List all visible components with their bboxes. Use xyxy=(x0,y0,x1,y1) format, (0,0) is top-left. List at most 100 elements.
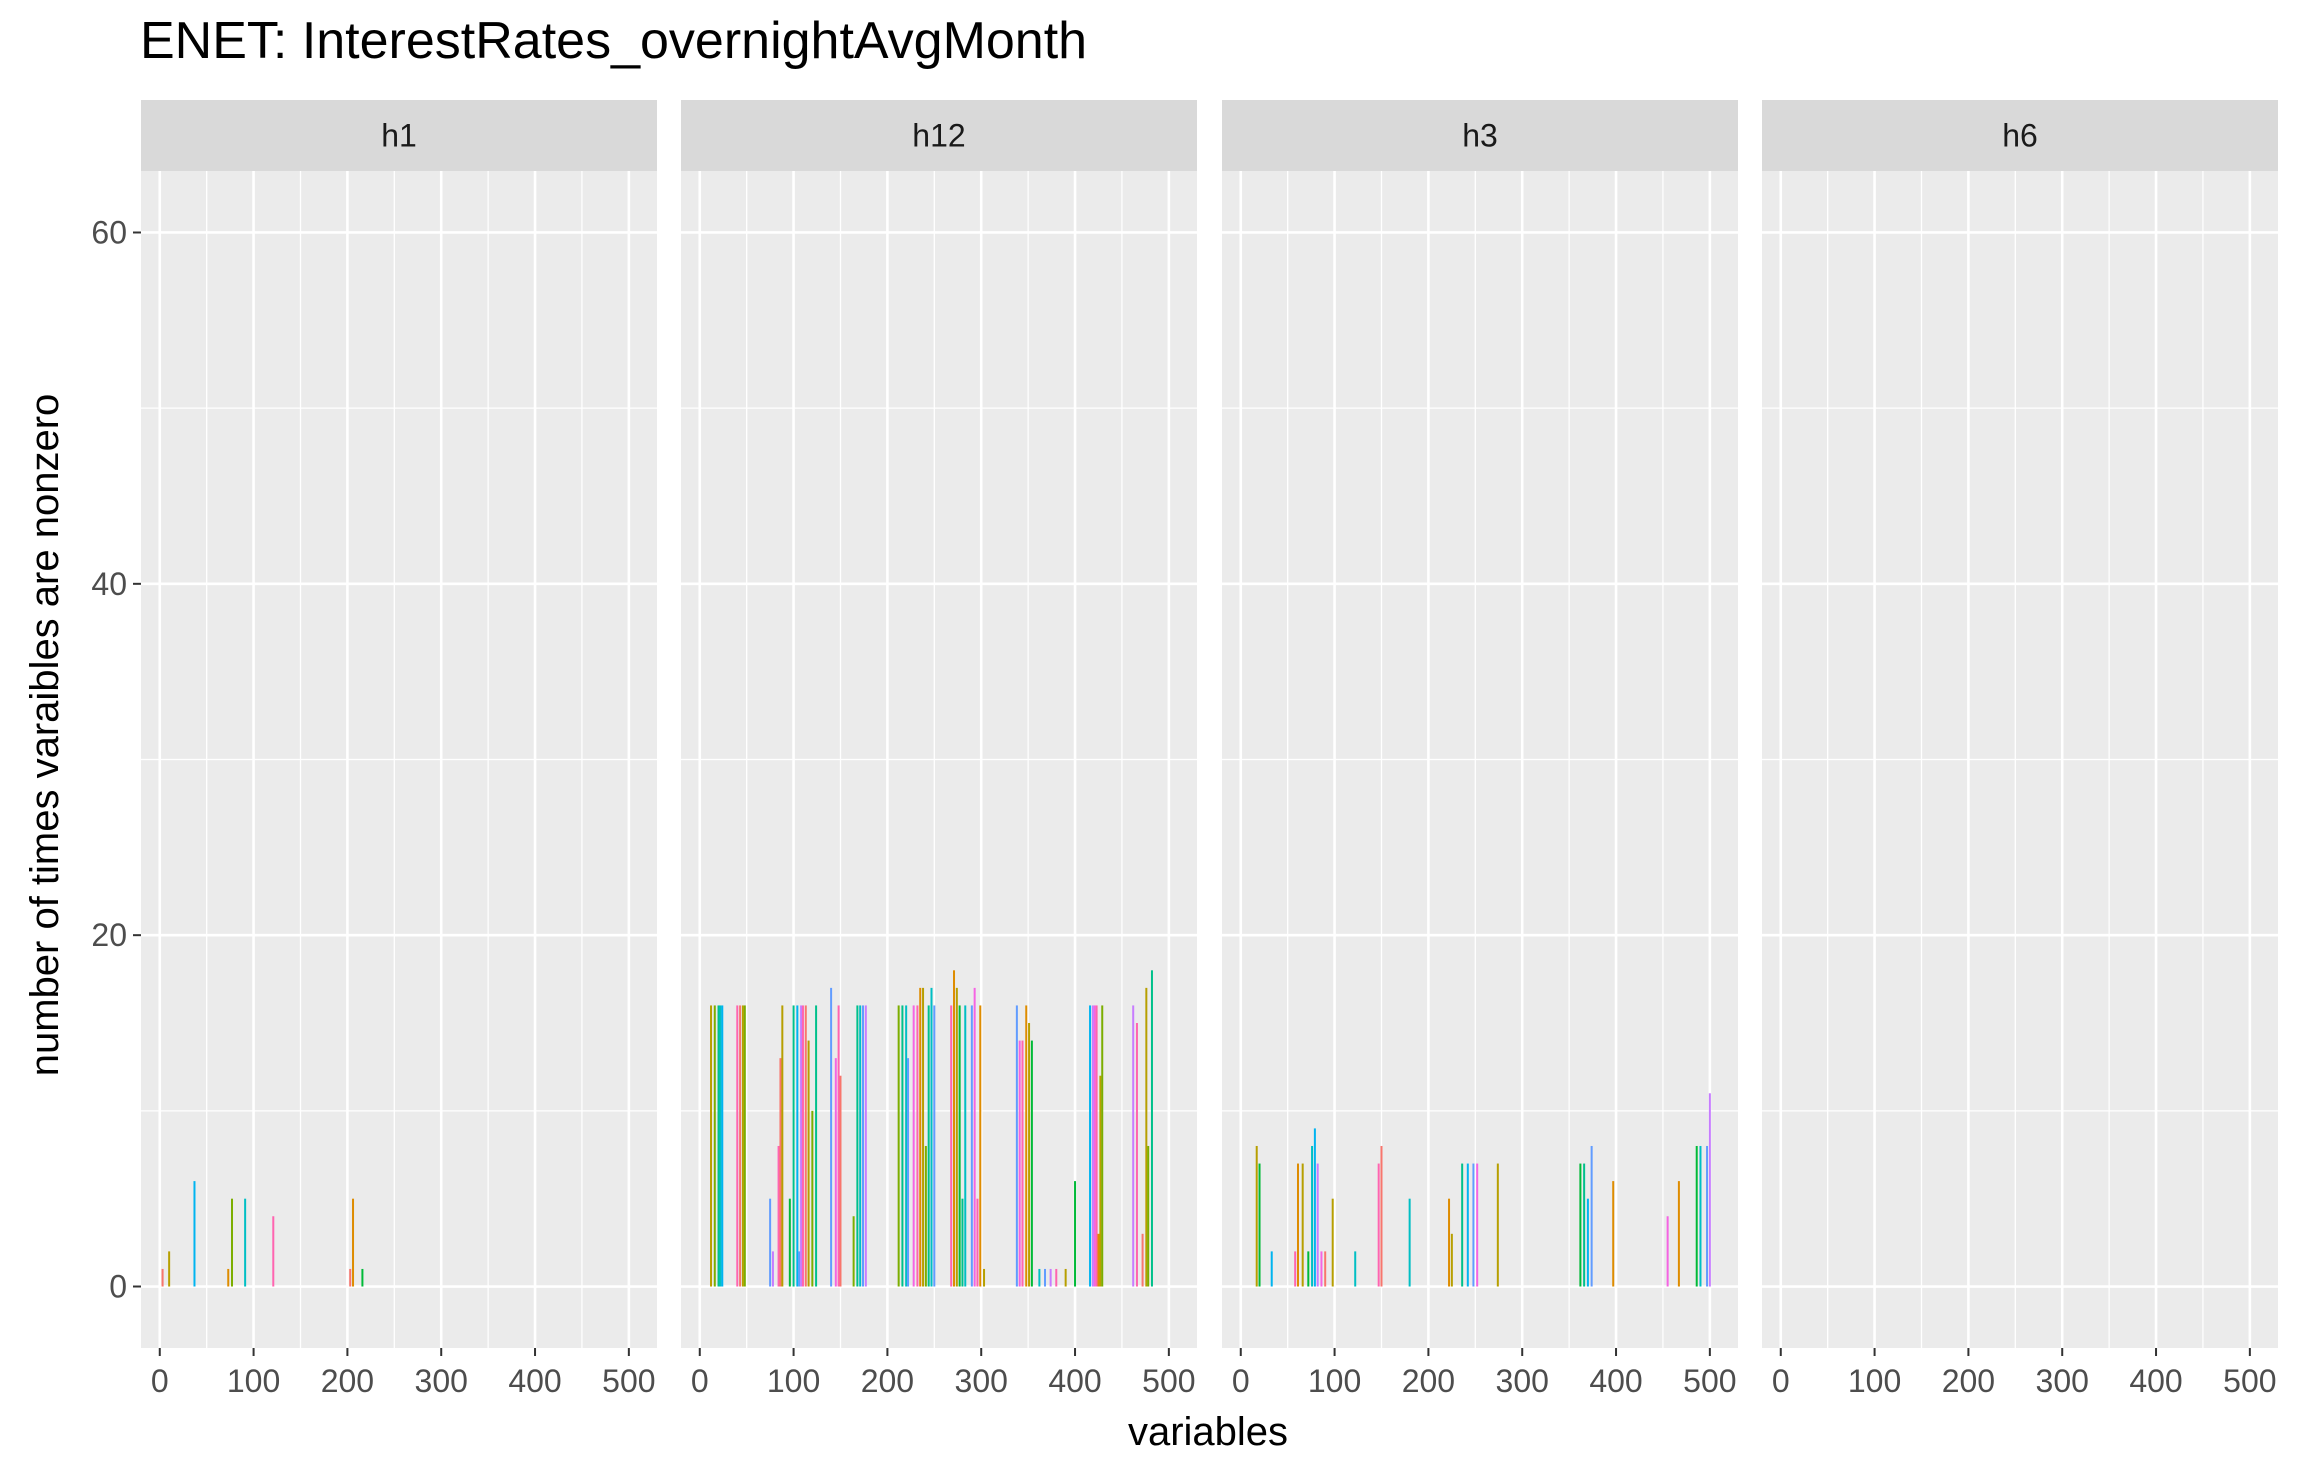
bar xyxy=(1466,1163,1469,1287)
bar xyxy=(1296,1163,1299,1287)
bar xyxy=(970,1005,973,1287)
bar xyxy=(1476,1163,1479,1287)
bar xyxy=(859,1005,862,1287)
bar xyxy=(807,1040,810,1287)
x-tick-label: 100 xyxy=(1308,1363,1361,1399)
bar xyxy=(1590,1145,1593,1287)
bar xyxy=(1095,1005,1098,1287)
bar xyxy=(1145,987,1148,1287)
x-tick-label: 300 xyxy=(955,1363,1008,1399)
bar xyxy=(781,1005,784,1287)
x-tick-label: 200 xyxy=(861,1363,914,1399)
x-tick-label: 300 xyxy=(415,1363,468,1399)
bar xyxy=(1255,1145,1258,1287)
x-tick-label: 0 xyxy=(691,1363,709,1399)
facet-strip-label: h12 xyxy=(912,118,965,154)
facet-strip-label: h3 xyxy=(1462,118,1498,154)
bar xyxy=(1612,1181,1615,1287)
bar xyxy=(1294,1251,1297,1287)
bar xyxy=(796,1005,799,1287)
bar xyxy=(1461,1163,1464,1287)
x-tick-label: 400 xyxy=(1589,1363,1642,1399)
y-tick-label: 20 xyxy=(91,917,127,953)
bar xyxy=(227,1268,230,1287)
bar xyxy=(852,1216,855,1287)
bar xyxy=(1044,1268,1047,1287)
bar xyxy=(897,1005,900,1287)
bar xyxy=(973,987,976,1287)
bar xyxy=(798,1251,801,1287)
bar xyxy=(1049,1268,1052,1287)
bar xyxy=(361,1268,364,1287)
bar xyxy=(912,1005,915,1287)
bar xyxy=(950,1005,953,1287)
bar xyxy=(933,1005,936,1287)
bar xyxy=(922,987,925,1287)
bar xyxy=(1448,1198,1451,1287)
bar xyxy=(927,1005,930,1287)
bar xyxy=(1699,1145,1702,1287)
bar xyxy=(837,1005,840,1287)
bar xyxy=(743,1005,746,1287)
bar xyxy=(1135,1023,1138,1287)
bar xyxy=(272,1216,275,1287)
bar xyxy=(1258,1163,1261,1287)
bar xyxy=(1028,1023,1031,1287)
y-tick-label: 40 xyxy=(91,566,127,602)
bar xyxy=(1270,1251,1273,1287)
bar xyxy=(1064,1268,1067,1287)
bar xyxy=(953,970,956,1287)
bar xyxy=(1331,1198,1334,1287)
bar xyxy=(1301,1163,1304,1287)
bar xyxy=(1307,1251,1310,1287)
x-tick-label: 100 xyxy=(1848,1363,1901,1399)
bar xyxy=(1093,1005,1096,1287)
bar xyxy=(1038,1268,1041,1287)
bar xyxy=(834,1058,837,1287)
bar xyxy=(1089,1005,1092,1287)
bar xyxy=(919,987,922,1287)
bar xyxy=(1101,1005,1104,1287)
bar xyxy=(1316,1163,1319,1287)
y-tick-label: 60 xyxy=(91,214,127,250)
bar xyxy=(719,1005,722,1287)
y-axis-title: number of times varaibles are nonzero xyxy=(23,394,67,1077)
bar xyxy=(1666,1216,1669,1287)
bar xyxy=(1021,1040,1024,1287)
bar xyxy=(1677,1181,1680,1287)
y-tick-label: 0 xyxy=(109,1269,127,1305)
bar xyxy=(1320,1251,1323,1287)
bar xyxy=(168,1251,171,1287)
facet-strip xyxy=(1222,100,1738,171)
bar xyxy=(1324,1251,1327,1287)
bar xyxy=(924,1145,927,1287)
bar xyxy=(1450,1233,1453,1287)
bar xyxy=(1015,1005,1018,1287)
bar xyxy=(830,987,833,1287)
bar xyxy=(839,1075,842,1287)
x-tick-label: 400 xyxy=(1048,1363,1101,1399)
facet-panel-h1: h1 0 100 200 300 400 500 xyxy=(141,100,657,1399)
bar xyxy=(1097,1233,1100,1287)
bar xyxy=(979,1005,982,1287)
bar xyxy=(739,1005,742,1287)
bar xyxy=(905,1005,908,1287)
bar xyxy=(1472,1163,1475,1287)
bar xyxy=(741,1005,744,1287)
facet-panels: h1 0 100 200 300 400 500 h12 0 100 200 300 400 500 h3 0… xyxy=(141,100,2278,1399)
bar xyxy=(930,987,933,1287)
bar xyxy=(815,1005,818,1287)
bar xyxy=(352,1198,355,1287)
bar xyxy=(958,1005,961,1287)
x-tick-label: 200 xyxy=(321,1363,374,1399)
facet-panel-h6: h6 0 100 200 300 400 500 xyxy=(1762,100,2278,1399)
bar xyxy=(1311,1145,1314,1287)
bar xyxy=(779,1058,782,1287)
bar xyxy=(1706,1145,1709,1287)
bar xyxy=(1141,1233,1144,1287)
x-tick-label: 100 xyxy=(227,1363,280,1399)
y-axis: 0 20 40 60 xyxy=(91,214,141,1305)
bar xyxy=(1055,1268,1058,1287)
bar xyxy=(1708,1093,1711,1287)
